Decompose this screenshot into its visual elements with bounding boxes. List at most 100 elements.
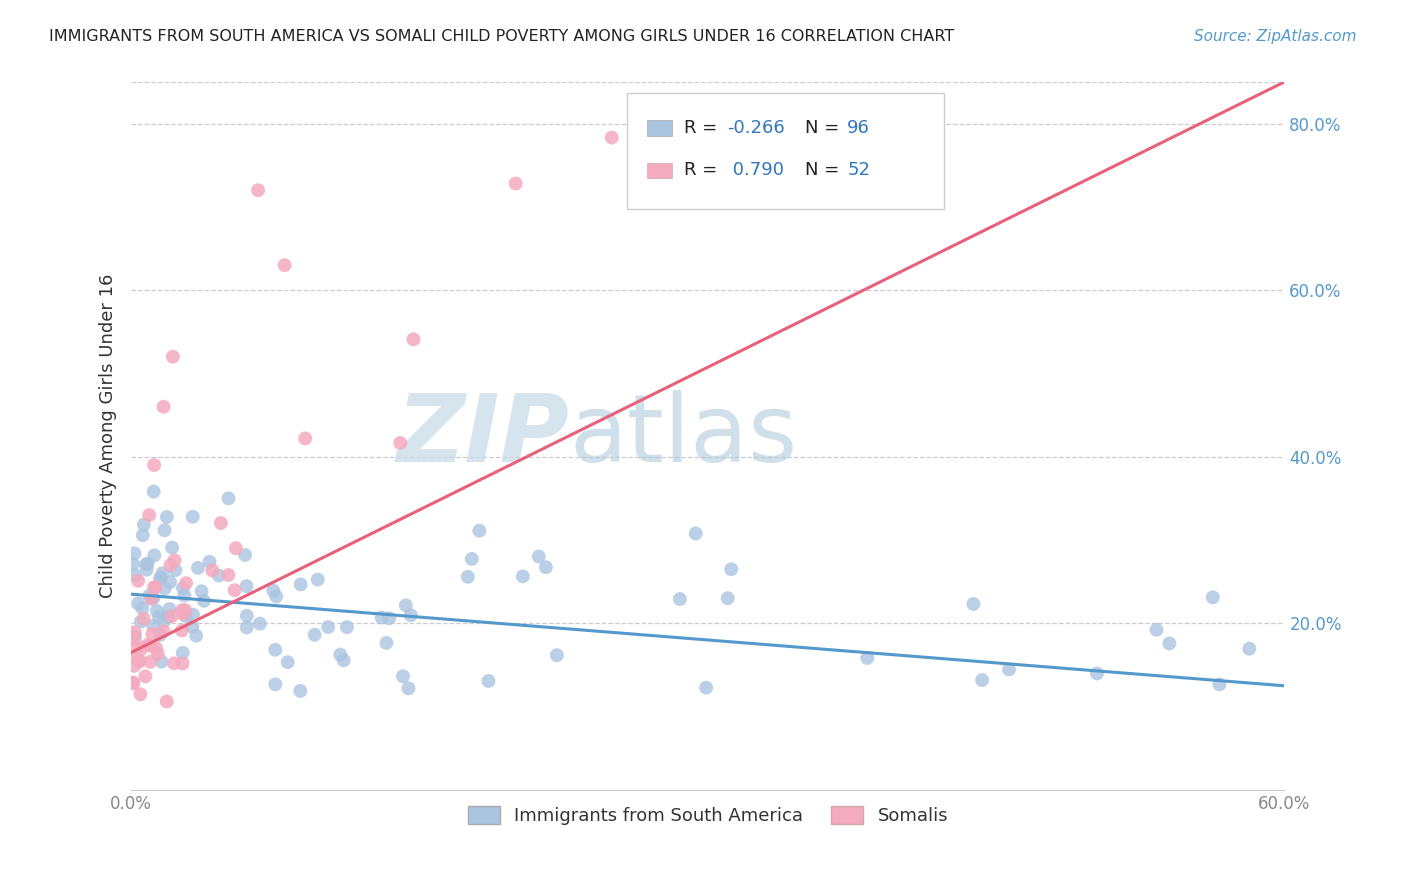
Point [217, 491, 239, 506]
Point [149, 628, 172, 642]
Point [134, 669, 156, 683]
Point [132, 517, 155, 532]
Point [156, 694, 179, 708]
Point [695, 681, 717, 695]
Point [122, 658, 145, 673]
Point [149, 571, 172, 585]
Point [136, 557, 159, 571]
Point [461, 552, 484, 566]
Point [247, 183, 270, 197]
Point [208, 568, 231, 582]
Point [139, 655, 162, 669]
Point [378, 611, 401, 625]
Point [186, 629, 208, 643]
Point [160, 541, 183, 555]
Point [235, 579, 257, 593]
Point [198, 555, 221, 569]
Point [546, 648, 568, 663]
Point [304, 628, 326, 642]
Point [156, 510, 179, 524]
Point [131, 601, 153, 615]
Point [181, 607, 204, 622]
Legend: Immigrants from South America, Somalis: Immigrants from South America, Somalis [458, 797, 957, 834]
Point [128, 654, 150, 668]
Point [127, 640, 149, 654]
Point [129, 687, 152, 701]
Point [129, 642, 152, 657]
Point [139, 639, 162, 653]
Point [160, 609, 183, 624]
Text: Source: ZipAtlas.com: Source: ZipAtlas.com [1194, 29, 1357, 44]
Point [962, 597, 984, 611]
Point [146, 647, 169, 661]
Point [141, 627, 163, 641]
Point [290, 684, 312, 698]
Point [149, 570, 172, 584]
Text: 96: 96 [848, 119, 870, 136]
Point [236, 608, 259, 623]
Point [128, 654, 150, 668]
Point [142, 619, 165, 633]
Point [153, 582, 176, 596]
Point [172, 657, 194, 671]
Point [122, 649, 145, 664]
Point [122, 632, 145, 646]
Point [720, 562, 742, 576]
Point [233, 548, 256, 562]
Point [122, 675, 145, 690]
Point [174, 576, 197, 591]
Point [392, 669, 415, 683]
Point [173, 589, 195, 603]
Bar [647, 162, 672, 178]
Point [201, 563, 224, 577]
Text: IMMIGRANTS FROM SOUTH AMERICA VS SOMALI CHILD POVERTY AMONG GIRLS UNDER 16 CORRE: IMMIGRANTS FROM SOUTH AMERICA VS SOMALI … [49, 29, 955, 44]
Point [172, 607, 194, 621]
Bar [647, 120, 672, 136]
Point [163, 553, 186, 567]
Point [249, 616, 271, 631]
Point [124, 630, 146, 644]
Point [152, 400, 174, 414]
Text: 52: 52 [848, 161, 870, 179]
Text: 0.790: 0.790 [727, 161, 785, 179]
Point [1202, 591, 1225, 605]
Point [150, 655, 173, 669]
Point [143, 580, 166, 594]
Point [717, 591, 740, 606]
Point [972, 673, 994, 687]
Point [143, 580, 166, 594]
Point [395, 599, 418, 613]
Point [600, 130, 623, 145]
Point [468, 524, 491, 538]
Point [172, 646, 194, 660]
Point [235, 620, 257, 634]
Point [174, 603, 197, 617]
Point [143, 549, 166, 563]
Point [181, 509, 204, 524]
Point [457, 570, 479, 584]
Point [370, 610, 392, 624]
Point [157, 609, 180, 624]
Point [159, 575, 181, 590]
Point [127, 597, 149, 611]
Point [187, 561, 209, 575]
Point [1085, 666, 1108, 681]
Point [375, 636, 398, 650]
Point [129, 615, 152, 629]
Text: N =: N = [804, 119, 845, 136]
Point [277, 655, 299, 669]
Point [225, 541, 247, 556]
Point [534, 560, 557, 574]
Point [316, 620, 339, 634]
Point [152, 615, 174, 629]
Point [132, 612, 155, 626]
Point [159, 558, 181, 573]
Point [998, 662, 1021, 676]
Point [146, 604, 169, 618]
Point [294, 431, 316, 445]
Point [136, 638, 159, 652]
Point [163, 657, 186, 671]
Point [224, 583, 246, 598]
Point [307, 573, 329, 587]
Point [152, 624, 174, 639]
